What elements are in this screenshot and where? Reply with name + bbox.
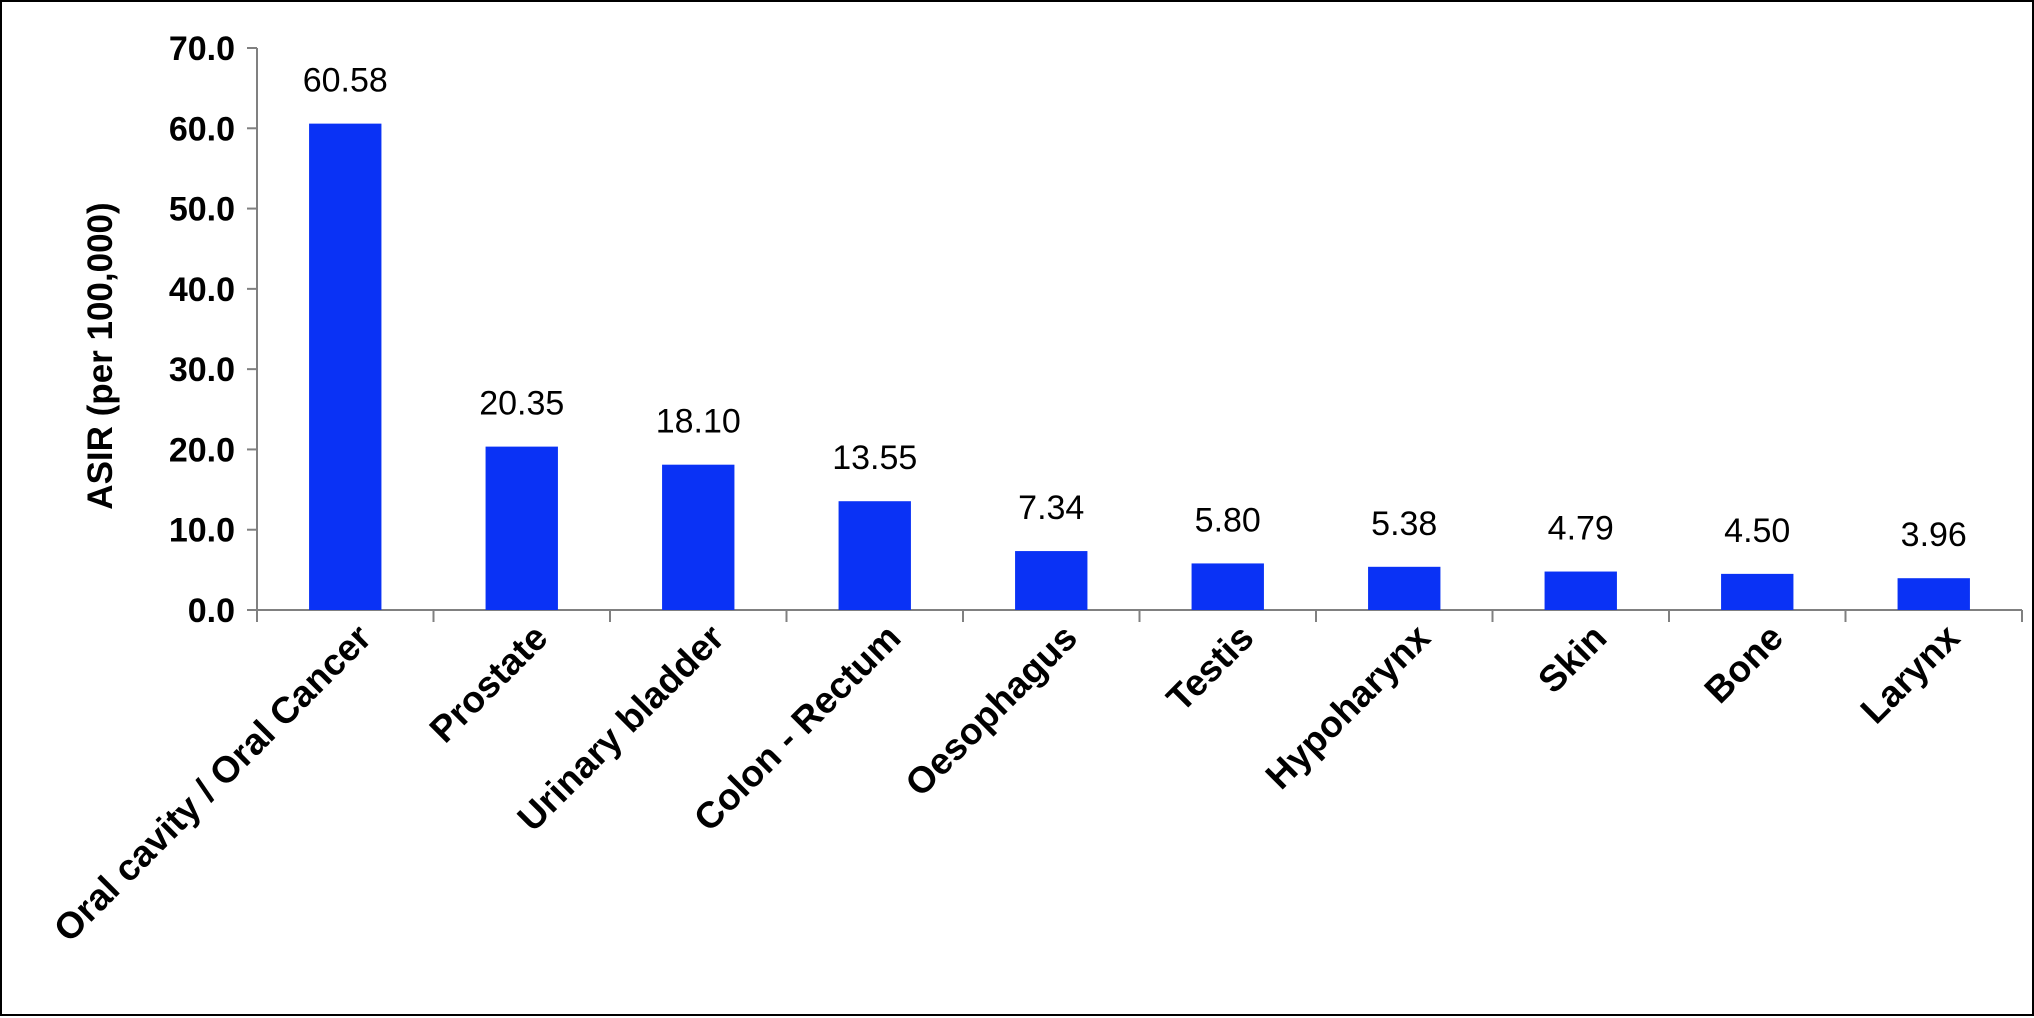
data-label: 5.80: [1195, 501, 1261, 539]
bar: [662, 464, 735, 610]
y-tick-label: 0.0: [188, 592, 235, 630]
category-label: Testis: [1159, 617, 1262, 720]
category-label: Bone: [1697, 617, 1791, 711]
y-tick-label: 20.0: [169, 431, 235, 469]
category-label: Larynx: [1853, 616, 1968, 731]
data-label: 5.38: [1371, 505, 1437, 543]
y-tick-label: 70.0: [169, 30, 235, 68]
data-label: 7.34: [1018, 489, 1084, 527]
y-tick-label: 50.0: [169, 191, 235, 229]
data-label: 60.58: [303, 62, 388, 100]
data-label: 4.50: [1724, 512, 1790, 550]
bar: [1015, 551, 1088, 610]
y-tick-label: 10.0: [169, 512, 235, 550]
data-label: 3.96: [1901, 516, 1967, 554]
y-tick-label: 60.0: [169, 110, 235, 148]
category-label: Prostate: [422, 617, 556, 751]
data-label: 4.79: [1548, 510, 1614, 548]
y-tick-label: 30.0: [169, 351, 235, 389]
bar: [1191, 563, 1264, 610]
y-tick-label: 40.0: [169, 271, 235, 309]
bar: [1368, 566, 1441, 610]
category-label: Hypoharynx: [1258, 616, 1438, 796]
category-label: Oesophagus: [897, 617, 1084, 804]
bar: [1897, 578, 1970, 610]
category-label: Oral cavity / Oral Cancer: [46, 617, 379, 950]
bars: [309, 123, 1970, 610]
bar: [1721, 573, 1794, 610]
data-label: 20.35: [479, 385, 564, 423]
bar: [485, 446, 558, 610]
y-axis-title: ASIR (per 100,000): [81, 202, 120, 509]
data-label: 18.10: [656, 403, 741, 441]
category-label: Skin: [1530, 617, 1614, 701]
data-label: 13.55: [832, 439, 917, 477]
bar: [1544, 571, 1617, 610]
bar: [309, 123, 382, 610]
bar: [838, 501, 911, 610]
